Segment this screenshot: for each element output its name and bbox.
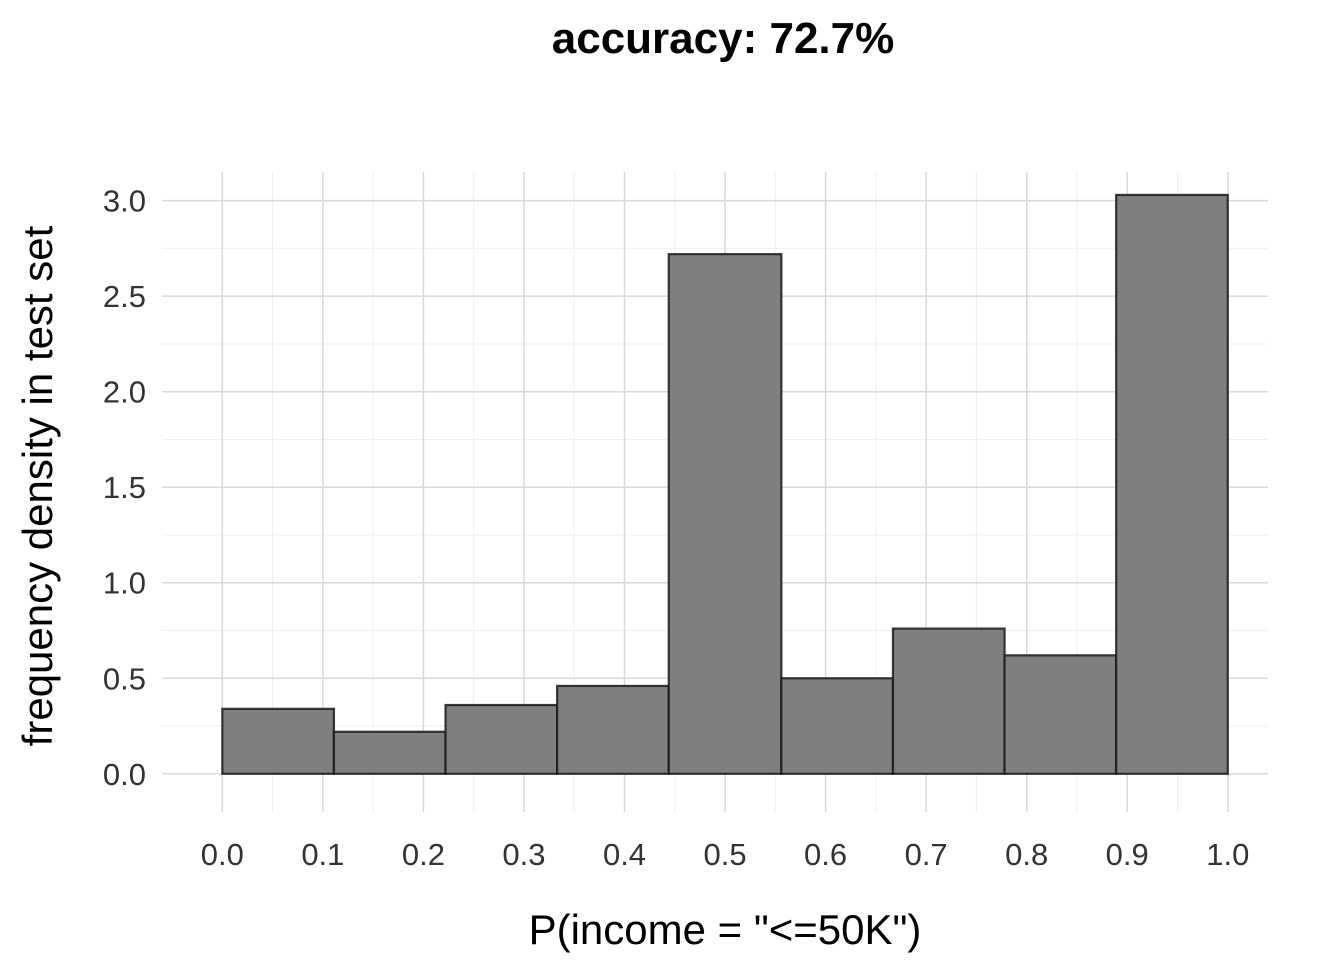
histogram-bar <box>556 684 670 775</box>
x-tick-label: 0.1 <box>301 837 344 872</box>
histogram-bar <box>332 730 447 775</box>
x-tick-label: 0.6 <box>804 837 847 872</box>
x-tick-label: 0.3 <box>502 837 545 872</box>
y-axis-ticks: 0.0 0.5 1.0 1.5 2.0 2.5 3.0 <box>103 184 146 792</box>
y-tick-label: 0.0 <box>103 757 146 792</box>
x-tick-label: 0.5 <box>703 837 746 872</box>
y-axis-title: frequency density in test set <box>14 225 61 746</box>
x-tick-label: 0.0 <box>201 837 244 872</box>
x-tick-label: 0.9 <box>1106 837 1149 872</box>
y-tick-label: 3.0 <box>103 184 146 219</box>
x-tick-label: 0.4 <box>603 837 646 872</box>
y-tick-label: 2.5 <box>103 279 146 314</box>
y-tick-label: 1.0 <box>103 566 146 601</box>
x-axis-ticks: 0.0 0.1 0.2 0.3 0.4 0.5 0.6 0.7 0.8 0.9 1.0 <box>201 837 1250 872</box>
chart-title: accuracy: 72.7% <box>551 14 895 63</box>
y-tick-label: 2.0 <box>103 375 146 410</box>
y-tick-label: 1.5 <box>103 470 146 505</box>
histogram-bar <box>780 677 895 775</box>
histogram-bar <box>1003 654 1118 775</box>
histogram-bar <box>444 703 559 775</box>
x-tick-label: 1.0 <box>1206 837 1249 872</box>
x-axis-title: P(income = "<=50K") <box>529 906 922 953</box>
histogram-bars <box>221 193 1229 775</box>
x-tick-label: 0.7 <box>905 837 948 872</box>
x-tick-label: 0.8 <box>1005 837 1048 872</box>
histogram-bar <box>1115 193 1229 775</box>
histogram-bar <box>891 627 1006 775</box>
histogram-bar <box>221 707 336 775</box>
x-tick-label: 0.2 <box>402 837 445 872</box>
histogram-bar <box>667 253 783 775</box>
y-tick-label: 0.5 <box>103 661 146 696</box>
